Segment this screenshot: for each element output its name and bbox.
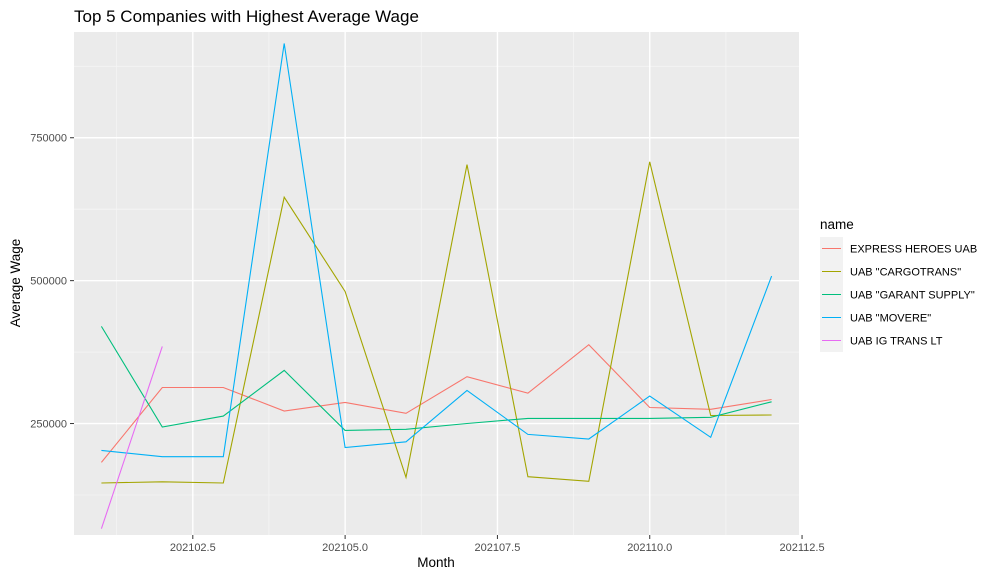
x-tick-label: 202105.0 — [322, 542, 368, 554]
legend-label: UAB "CARGOTRANS" — [850, 267, 961, 279]
x-axis-title: Month — [417, 555, 455, 570]
series-line — [101, 43, 773, 458]
y-tick-label: 250000 — [30, 419, 67, 431]
legend-label: UAB "GARANT SUPPLY" — [850, 290, 975, 302]
legend-label: UAB "MOVERE" — [850, 313, 931, 325]
series-line — [101, 161, 772, 484]
x-axis-ticks: 202102.5 202105.0 202107.5 202110.0 202112.5 — [170, 535, 825, 554]
minor-gridlines — [74, 32, 799, 535]
legend: name EXPRESS HEROES UAB UAB "CARGOTRANS" U… — [820, 217, 977, 352]
series-line — [100, 343, 772, 463]
series-line — [100, 346, 163, 529]
x-tick-label: 202110.0 — [627, 542, 672, 554]
y-tick-label: 500000 — [30, 276, 67, 288]
plot-panel — [74, 32, 799, 535]
y-axis-title: Average Wage — [8, 239, 23, 328]
legend-label: UAB IG TRANS LT — [850, 336, 943, 348]
y-tick-label: 750000 — [30, 133, 67, 145]
legend-title: name — [820, 217, 854, 232]
legend-items: EXPRESS HEROES UAB UAB "CARGOTRANS" UAB "G… — [820, 237, 977, 352]
y-axis-ticks: 250000 500000 750000 — [30, 133, 74, 431]
series-lines — [100, 43, 773, 529]
x-tick-label: 202107.5 — [474, 542, 520, 554]
chart-title: Top 5 Companies with Highest Average Wag… — [74, 7, 419, 26]
major-gridlines — [74, 32, 803, 535]
x-tick-label: 202112.5 — [780, 542, 825, 554]
x-tick-label: 202102.5 — [170, 542, 216, 554]
series-line — [100, 326, 772, 431]
legend-label: EXPRESS HEROES UAB — [850, 244, 977, 256]
